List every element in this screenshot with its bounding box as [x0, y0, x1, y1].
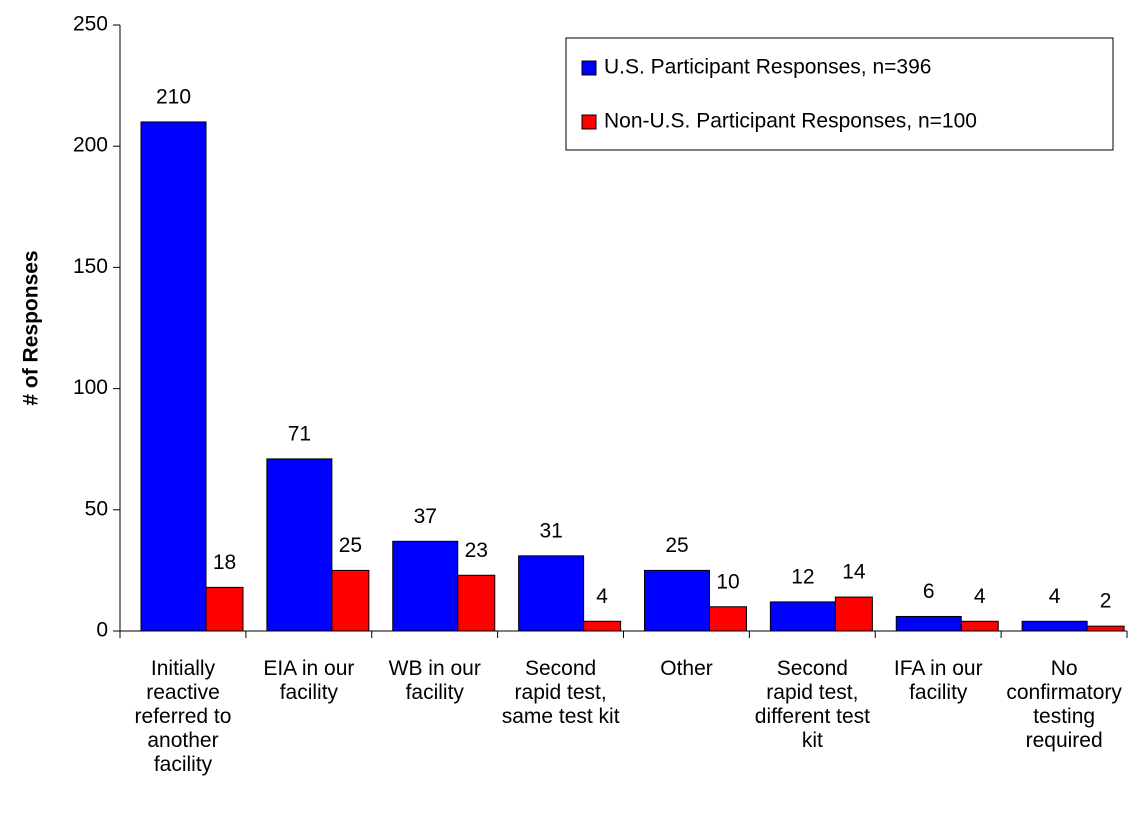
bar: [769, 601, 836, 632]
bar: [331, 569, 370, 632]
bar: [583, 620, 622, 632]
x-tick-label: EIA in our facility: [263, 657, 355, 704]
y-tick-label: 0: [96, 619, 108, 642]
value-label: 2: [1100, 590, 1112, 613]
x-tick-label: Other: [660, 657, 713, 680]
bar: [266, 458, 333, 632]
bar: [140, 121, 207, 632]
value-label: 23: [465, 539, 488, 562]
y-axis-label: # of Responses: [20, 250, 43, 405]
y-tick-label: 250: [73, 13, 108, 36]
x-tick-label: Initially reactive referred to another f…: [134, 657, 232, 776]
bar: [644, 569, 710, 632]
legend-box: [565, 37, 1114, 151]
y-tick-label: 100: [73, 376, 108, 399]
bar: [1021, 620, 1088, 632]
bar: [518, 555, 585, 632]
value-label: 71: [288, 422, 311, 445]
bar: [895, 615, 962, 632]
legend-swatch: [581, 60, 597, 76]
y-tick-label: 50: [85, 497, 108, 520]
bar: [205, 586, 244, 632]
legend-label: Non-U.S. Participant Responses, n=100: [604, 110, 977, 133]
value-label: 10: [716, 570, 739, 593]
y-tick-label: 200: [73, 134, 108, 157]
value-label: 25: [339, 534, 362, 557]
x-tick-label: Second rapid test, same test kit: [501, 657, 620, 728]
x-tick-label: IFA in our facility: [893, 657, 983, 704]
x-tick-label: WB in our facility: [388, 657, 481, 704]
x-tick-label: Second rapid test, different test kit: [754, 657, 870, 752]
value-label: 25: [665, 534, 688, 557]
bar: [834, 596, 873, 632]
value-label: 31: [539, 519, 562, 542]
value-label: 4: [1049, 585, 1061, 608]
value-label: 12: [791, 565, 814, 588]
value-label: 4: [596, 585, 608, 608]
bar: [1086, 625, 1125, 632]
x-tick-label: No confirmatory testing required: [1006, 657, 1122, 752]
legend-label: U.S. Participant Responses, n=396: [604, 56, 931, 79]
value-label: 210: [156, 86, 191, 109]
y-tick-label: 150: [73, 255, 108, 278]
bar: [392, 540, 459, 632]
bar: [709, 606, 747, 632]
value-label: 6: [923, 580, 935, 603]
value-label: 4: [974, 585, 986, 608]
bar: [457, 574, 496, 632]
value-label: 37: [414, 505, 437, 528]
bar: [960, 620, 999, 632]
value-label: 14: [842, 561, 866, 584]
legend-swatch: [581, 114, 597, 130]
value-label: 18: [213, 551, 236, 574]
